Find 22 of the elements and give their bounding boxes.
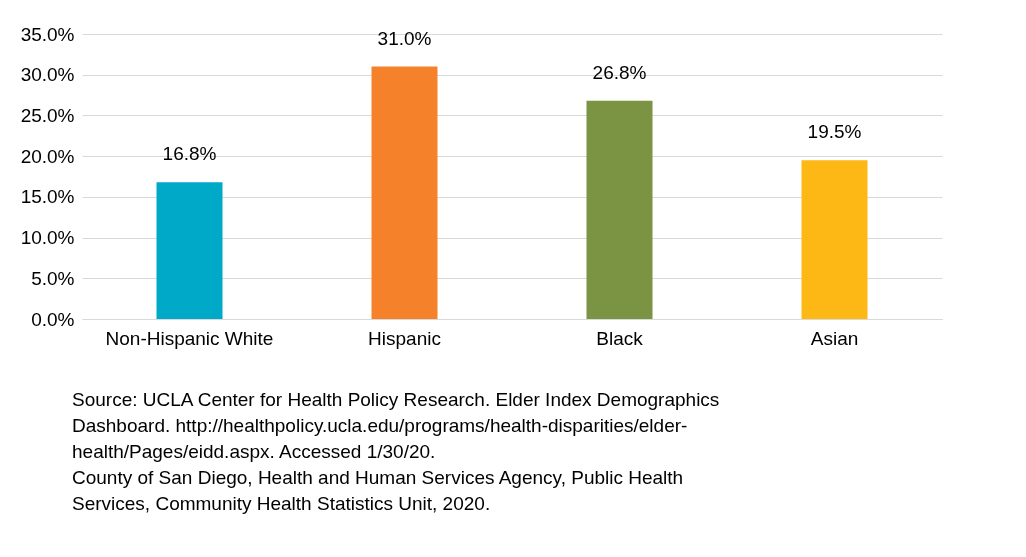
y-tick-label: 20.0% bbox=[20, 145, 75, 167]
data-label: 26.8% bbox=[592, 61, 647, 83]
x-tick-label: Non-Hispanic White bbox=[105, 327, 274, 349]
text: County of San Diego, Health and Human Services Agency, Public Health Services, Community Health Statistics Unit, 2020. bbox=[72, 467, 684, 514]
x-tick-label: Asian bbox=[810, 327, 859, 349]
x-tick-label: Hispanic bbox=[368, 327, 441, 349]
y-tick-label: 35.0% bbox=[20, 23, 75, 45]
bar bbox=[586, 100, 653, 319]
source-note: Source: UCLA Center for Health Policy Research. Elder Index Demographics Dashboard. http://healthpolicy.ucla.edu/programs/health-disparities/elder-health/Pages/eidd.aspx. Accessed 1/30/20. bbox=[72, 389, 720, 462]
bar bbox=[156, 182, 223, 319]
bar bbox=[801, 160, 868, 319]
y-tick-label: 15.0% bbox=[20, 186, 75, 208]
y-tick-label: 10.0% bbox=[20, 227, 75, 249]
bar bbox=[371, 66, 438, 319]
y-tick-label: 25.0% bbox=[20, 104, 75, 126]
y-tick-label: 30.0% bbox=[20, 64, 75, 86]
x-tick-label: Black bbox=[596, 327, 644, 349]
y-tick-label: 0.0% bbox=[31, 308, 75, 330]
data-label: 31.0% bbox=[377, 27, 432, 49]
y-tick-label: 5.0% bbox=[31, 267, 75, 289]
data-label: 19.5% bbox=[807, 121, 862, 143]
data-label: 16.8% bbox=[162, 143, 217, 165]
